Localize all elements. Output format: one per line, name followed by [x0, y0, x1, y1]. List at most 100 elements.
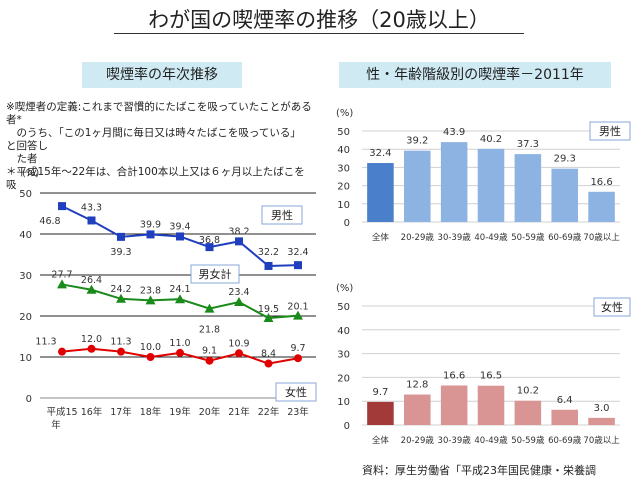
line-x-tick-suffix: 年: [51, 419, 61, 431]
bar-title: 男性: [599, 124, 621, 138]
banner-annual-trend: 喫煙率の年次推移: [82, 62, 242, 88]
bar-y-tick: 30: [337, 350, 350, 361]
legend-box: [275, 382, 317, 402]
series-marker: [205, 243, 214, 252]
bar-x-tick: 70歳以上: [583, 435, 620, 446]
series-marker: [235, 349, 243, 358]
bar-x-tick: 全体: [372, 232, 390, 243]
definition-note-line5: た者: [6, 153, 38, 165]
bar: [588, 417, 615, 425]
bar-value-label: 16.5: [480, 371, 502, 382]
bar-value-label: 10.2: [517, 386, 539, 397]
line-y-tick: 10: [19, 353, 32, 364]
bar-y-tick: 40: [337, 326, 350, 337]
series-marker: [264, 359, 273, 368]
bar-y-unit: (%): [336, 283, 353, 294]
series-marker: [58, 347, 66, 356]
series-marker: [176, 232, 184, 241]
bar-title: 女性: [601, 300, 623, 314]
series-marker: [294, 261, 302, 270]
bar-value-label: 3.0: [594, 403, 610, 414]
series-marker: [57, 279, 67, 289]
series-data-label: 27.7: [51, 269, 72, 280]
bar-y-tick: 50: [337, 302, 350, 313]
line-y-unit: (%): [22, 168, 39, 179]
series-marker: [87, 216, 96, 225]
definition-note-line4: と回答し: [6, 140, 48, 152]
banner-sex-age: 性・年齢階級別の喫煙率－2011年: [339, 62, 611, 88]
bar-x-tick: 60-69歳: [548, 232, 582, 243]
bar: [588, 191, 615, 222]
bar: [367, 163, 394, 222]
series-data-label: 26.4: [81, 275, 102, 286]
series-data-label: 11.3: [35, 337, 56, 348]
series-marker: [117, 232, 125, 241]
legend-box: [190, 264, 240, 284]
series-data-label: 10.0: [140, 342, 161, 353]
bar-x-tick: 40-49歳: [474, 232, 508, 243]
bar-x-tick: 70歳以上: [583, 232, 620, 243]
series-marker: [293, 310, 303, 320]
bar-y-tick: 40: [337, 145, 350, 156]
bar-x-tick: 40-49歳: [474, 435, 508, 446]
bar-y-tick: 20: [337, 373, 350, 384]
line-y-tick: 0: [26, 394, 32, 405]
line-x-tick: 22年: [258, 406, 280, 418]
bar-x-tick: 50-59歳: [511, 232, 545, 243]
series-data-label: 36.8: [199, 235, 220, 246]
bar-title-box: [593, 297, 631, 317]
bar-value-label: 40.2: [480, 134, 502, 145]
series-data-label: 11.3: [110, 337, 131, 348]
bar-y-tick: 30: [337, 163, 350, 174]
series-data-label: 43.3: [81, 202, 102, 213]
bar-x-tick: 30-39歳: [438, 232, 472, 243]
line-x-tick: 20年: [199, 406, 221, 418]
bar: [477, 385, 505, 425]
line-y-tick: 40: [19, 230, 32, 241]
series-data-label: 11.0: [169, 338, 190, 349]
definition-note-line6: ＊平成15年～22年は、合計100本以上又は６ヶ月以上たばこを: [6, 166, 305, 178]
bar-y-tick: 10: [337, 200, 350, 211]
bar-value-label: 9.7: [372, 387, 388, 398]
series-marker: [116, 293, 126, 303]
bar-x-tick: 50-59歳: [511, 435, 545, 446]
bar: [440, 385, 468, 425]
series-data-label: 20.1: [287, 302, 308, 313]
series-data-label: 39.3: [110, 247, 131, 258]
series-data-label: 9.7: [290, 343, 305, 354]
title-underline: [114, 33, 524, 34]
line-x-tick: 23年: [287, 406, 309, 418]
bar-value-label: 16.6: [590, 177, 612, 188]
series-marker: [176, 348, 184, 357]
line-chart: (%) 0 10 20 30 40 50 平成15 16年 17年 18年 19年 20年 21年 22年 2…: [19, 168, 317, 431]
definition-note-line3: のうち、「この1ヶ月間に毎日又は時々たばこを吸っている」: [6, 127, 301, 139]
series-data-label: 9.1: [202, 346, 217, 357]
series-data-label: 21.8: [199, 325, 220, 336]
bar-title-box: [589, 121, 631, 141]
bar-y-tick: 0: [344, 218, 350, 229]
series-marker: [146, 353, 155, 361]
bar-y-unit: (%): [336, 108, 353, 119]
bar: [477, 148, 505, 222]
line-x-tick: 17年: [110, 406, 132, 418]
bar-y-tick: 50: [337, 127, 350, 138]
series-marker: [235, 237, 243, 246]
line-x-tick: 16年: [81, 406, 103, 418]
bar: [514, 154, 542, 222]
series-data-label: 38.2: [228, 226, 249, 237]
bar: [514, 400, 542, 425]
page-title: わが国の喫煙率の推移（20歳以上）: [148, 8, 490, 32]
bar: [404, 394, 431, 425]
series-data-label: 8.4: [261, 349, 276, 360]
female-bar-chart: (%) 0 10 20 30 40 50 9.7 全体 12.8 20-29歳 16.6 30-39歳 1…: [336, 283, 631, 446]
bar: [440, 142, 468, 222]
bar: [551, 409, 578, 425]
series-data-label: 32.4: [287, 247, 308, 258]
bar: [404, 150, 431, 222]
line-x-tick: 19年: [169, 406, 191, 418]
series-data-label: 39.4: [169, 221, 190, 232]
bar-x-tick: 30-39歳: [438, 435, 472, 446]
series-data-label: 24.1: [169, 284, 190, 295]
series-data-label: 46.8: [39, 216, 60, 227]
